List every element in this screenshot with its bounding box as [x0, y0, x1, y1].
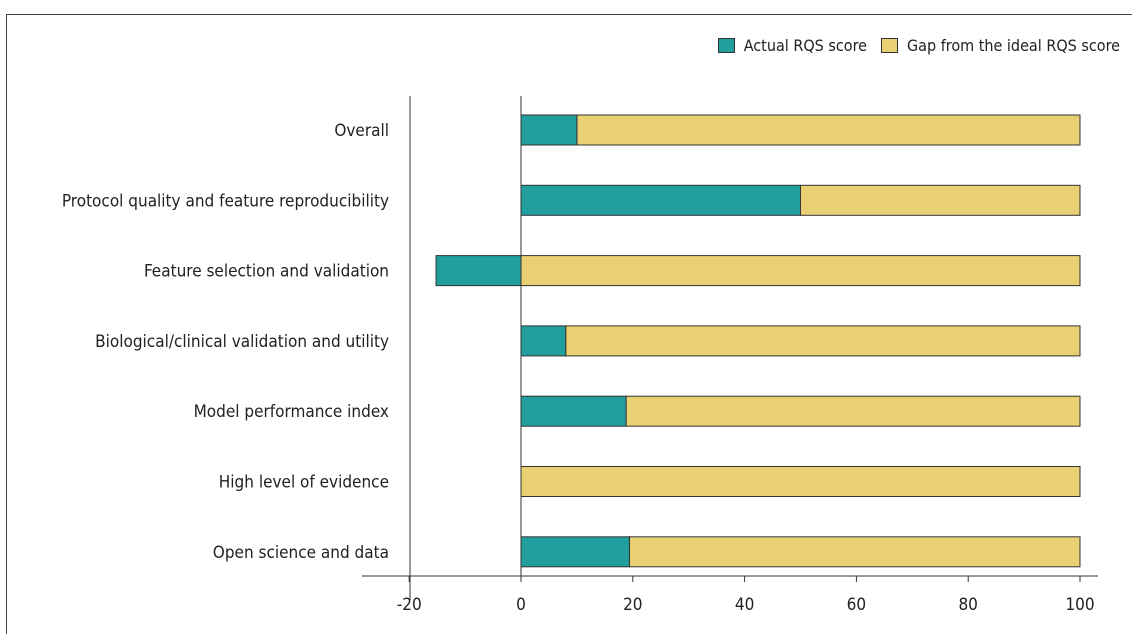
x-tick-label: 100 — [1065, 595, 1094, 615]
bar-actual — [520, 395, 627, 427]
legend-swatch-gap — [881, 38, 899, 53]
chart-frame — [6, 14, 1132, 634]
bar-gap — [520, 255, 1081, 287]
x-tick-label: 80 — [958, 595, 977, 615]
category-label: Protocol quality and feature reproducibi… — [62, 191, 389, 211]
x-tick-label: 20 — [623, 595, 642, 615]
legend-label-actual: Actual RQS score — [743, 36, 868, 55]
bar-gap — [576, 114, 1081, 146]
legend-label-gap: Gap from the ideal RQS score — [907, 36, 1120, 55]
bar-actual — [520, 325, 567, 357]
bar-actual — [520, 114, 578, 146]
category-label: Open science and data — [213, 543, 389, 563]
bar-gap — [628, 536, 1081, 568]
x-tick-label: 0 — [516, 595, 526, 615]
category-label: Feature selection and validation — [144, 262, 389, 282]
x-tick-label: 40 — [735, 595, 754, 615]
legend: Actual RQS score Gap from the ideal RQS … — [704, 36, 1120, 55]
legend-item-actual: Actual RQS score — [717, 36, 868, 55]
bar-gap — [625, 395, 1081, 427]
category-label: Biological/clinical validation and utili… — [95, 332, 389, 352]
category-label: Model performance index — [194, 402, 389, 422]
bar-actual — [520, 184, 801, 216]
category-label: Overall — [334, 121, 389, 141]
bar-gap — [800, 184, 1081, 216]
bar-gap — [520, 466, 1081, 497]
category-label: High level of evidence — [219, 473, 389, 493]
bar-gap — [565, 325, 1081, 357]
x-tick-label: 60 — [847, 595, 866, 615]
legend-swatch-actual — [717, 38, 735, 53]
x-tick-label: -20 — [397, 595, 422, 615]
bar-actual — [520, 536, 630, 568]
bar-actual — [435, 255, 522, 287]
legend-item-gap: Gap from the ideal RQS score — [881, 36, 1120, 55]
